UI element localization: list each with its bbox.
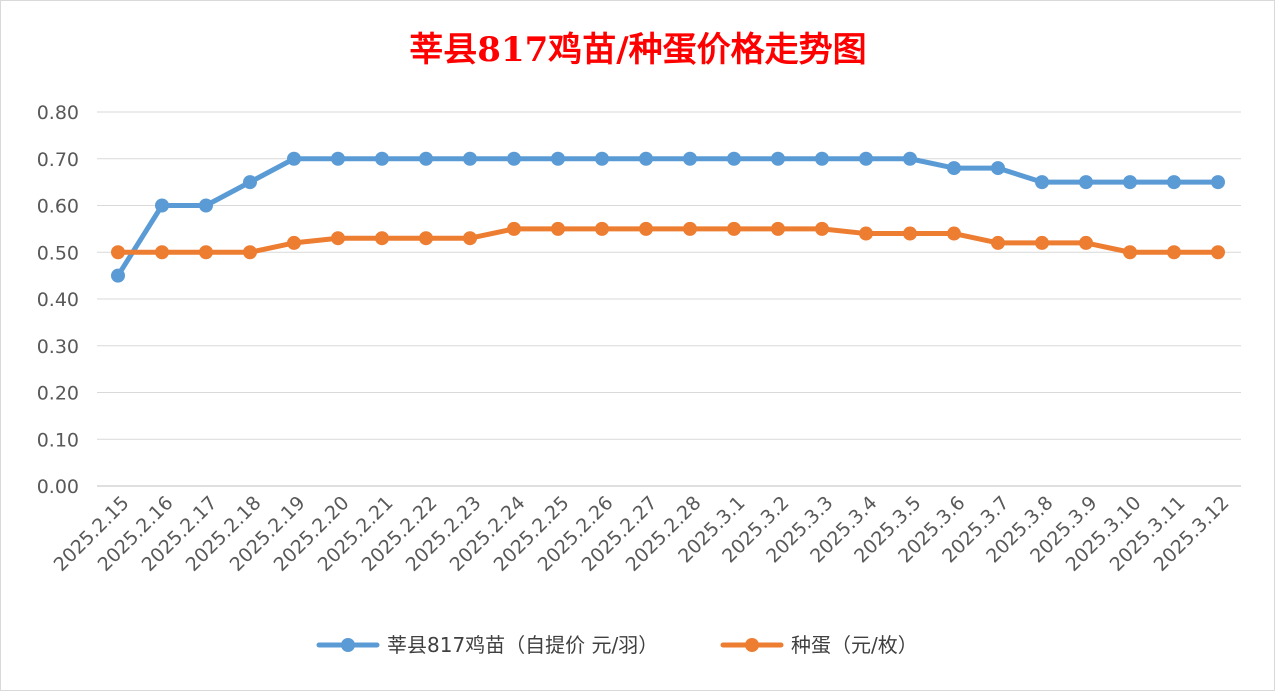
y-tick-label: 0.80 bbox=[37, 102, 79, 124]
data-point bbox=[287, 151, 301, 166]
data-point bbox=[551, 221, 565, 236]
data-point bbox=[287, 235, 301, 250]
data-point bbox=[771, 151, 785, 166]
legend-item: 种蛋（元/枚） bbox=[720, 633, 918, 657]
series-1 bbox=[111, 221, 1225, 260]
y-tick-label: 0.00 bbox=[37, 476, 79, 498]
data-point bbox=[419, 151, 433, 166]
legend-swatch-marker bbox=[745, 638, 759, 652]
y-tick-label: 0.30 bbox=[37, 336, 79, 358]
gridlines bbox=[97, 111, 1241, 487]
data-point bbox=[1167, 245, 1181, 260]
data-point bbox=[595, 221, 609, 236]
series-group bbox=[111, 151, 1225, 283]
legend-label: 种蛋（元/枚） bbox=[791, 633, 918, 657]
data-point bbox=[639, 221, 653, 236]
data-point bbox=[507, 151, 521, 166]
series-line bbox=[115, 156, 1221, 279]
data-point bbox=[815, 151, 829, 166]
data-point bbox=[1167, 175, 1181, 190]
data-point bbox=[1123, 245, 1137, 260]
data-point bbox=[1211, 245, 1225, 260]
y-tick-label: 0.20 bbox=[37, 383, 79, 405]
data-point bbox=[683, 221, 697, 236]
data-point bbox=[463, 151, 477, 166]
data-point bbox=[1211, 175, 1225, 190]
data-point bbox=[331, 151, 345, 166]
data-point bbox=[199, 245, 213, 260]
series-line bbox=[115, 226, 1221, 255]
legend-swatch-marker bbox=[341, 638, 355, 652]
data-point bbox=[947, 226, 961, 241]
data-point bbox=[1079, 175, 1093, 190]
data-point bbox=[155, 198, 169, 213]
data-point bbox=[815, 221, 829, 236]
data-point bbox=[375, 151, 389, 166]
y-tick-label: 0.50 bbox=[37, 242, 79, 264]
data-point bbox=[507, 221, 521, 236]
data-point bbox=[243, 245, 257, 260]
data-point bbox=[727, 221, 741, 236]
data-point bbox=[639, 151, 653, 166]
data-point bbox=[375, 231, 389, 246]
data-point bbox=[771, 221, 785, 236]
data-point bbox=[551, 151, 565, 166]
data-point bbox=[419, 231, 433, 246]
data-point bbox=[947, 161, 961, 176]
data-point bbox=[155, 245, 169, 260]
data-point bbox=[1035, 235, 1049, 250]
data-point bbox=[903, 151, 917, 166]
data-point bbox=[1079, 235, 1093, 250]
data-point bbox=[243, 175, 257, 190]
y-tick-label: 0.10 bbox=[37, 429, 79, 451]
legend-item: 莘县817鸡苗（自提价 元/羽） bbox=[316, 633, 658, 657]
data-point bbox=[991, 161, 1005, 176]
y-tick-label: 0.60 bbox=[37, 196, 79, 218]
x-axis-ticks: 2025.2.152025.2.162025.2.172025.2.182025… bbox=[50, 492, 1234, 576]
data-point bbox=[463, 231, 477, 246]
data-point bbox=[1035, 175, 1049, 190]
data-point bbox=[595, 151, 609, 166]
data-point bbox=[1123, 175, 1137, 190]
y-tick-label: 0.40 bbox=[37, 289, 79, 311]
y-tick-label: 0.70 bbox=[37, 149, 79, 171]
legend-label: 莘县817鸡苗（自提价 元/羽） bbox=[387, 633, 658, 657]
series-0 bbox=[111, 151, 1225, 283]
data-point bbox=[859, 151, 873, 166]
data-point bbox=[991, 235, 1005, 250]
data-point bbox=[859, 226, 873, 241]
data-point bbox=[111, 245, 125, 260]
y-axis-ticks: 0.00 0.10 0.20 0.30 0.40 0.50 0.60 0.70 0.80 bbox=[37, 102, 79, 498]
data-point bbox=[903, 226, 917, 241]
data-point bbox=[199, 198, 213, 213]
legend: 莘县817鸡苗（自提价 元/羽） 种蛋（元/枚） bbox=[316, 633, 918, 657]
data-point bbox=[727, 151, 741, 166]
chart-title: 莘县817鸡苗/种蛋价格走势图 bbox=[409, 30, 866, 70]
data-point bbox=[331, 231, 345, 246]
data-point bbox=[111, 268, 125, 283]
data-point bbox=[683, 151, 697, 166]
